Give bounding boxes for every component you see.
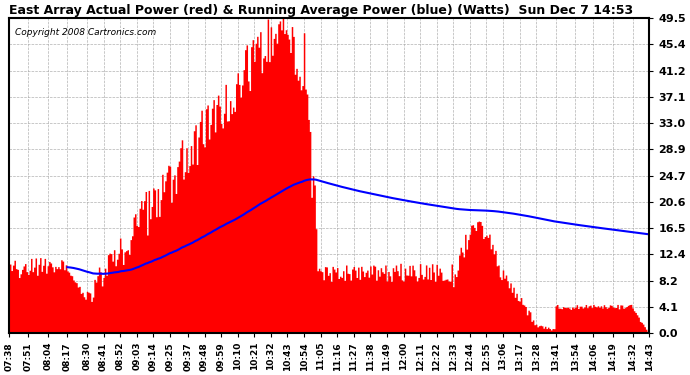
- Text: Copyright 2008 Cartronics.com: Copyright 2008 Cartronics.com: [15, 28, 157, 37]
- Text: East Array Actual Power (red) & Running Average Power (blue) (Watts)  Sun Dec 7 : East Array Actual Power (red) & Running …: [9, 4, 633, 17]
